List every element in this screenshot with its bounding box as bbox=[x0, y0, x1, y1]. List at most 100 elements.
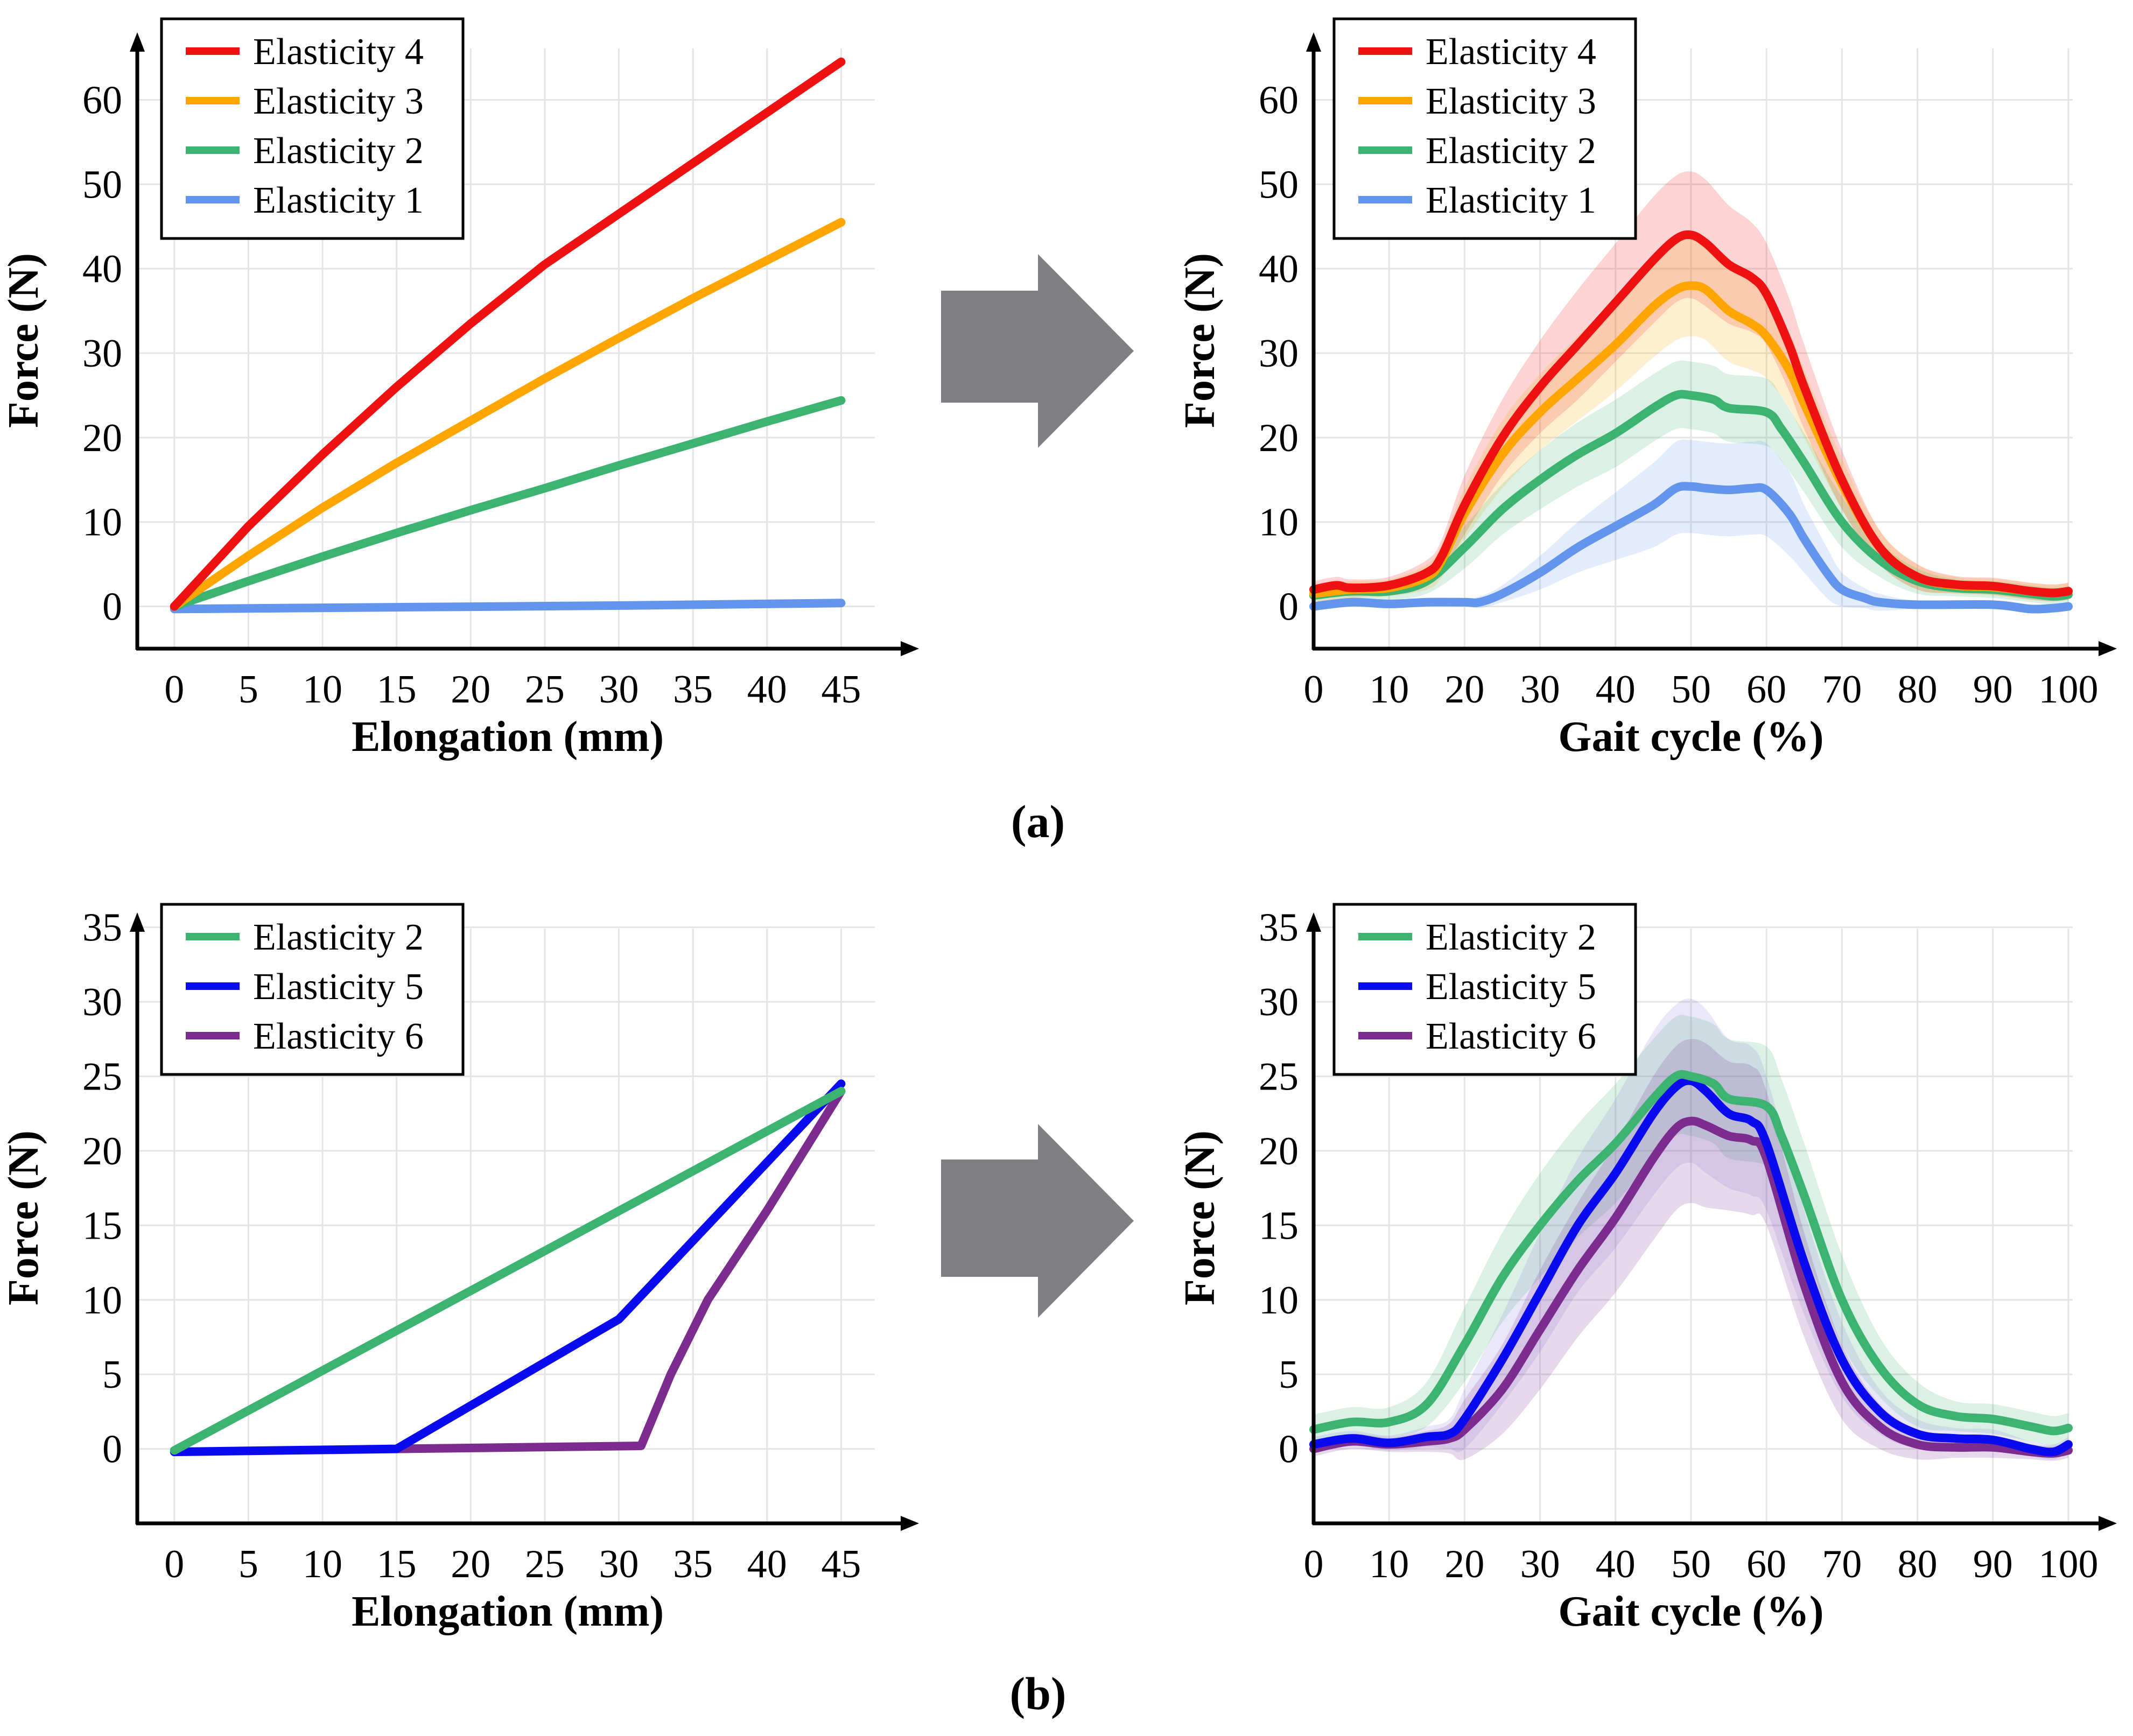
plot-elongation-force-a: 0 5 10 15 20 25 30 35 40 45 0 10 20 30 40 50 60 Elongatio… bbox=[0, 17, 919, 761]
series-line-elasticity-4 bbox=[1309, 230, 2073, 598]
x-tick-label: 20 bbox=[451, 1542, 490, 1586]
y-axis-arrow-icon bbox=[130, 912, 145, 932]
series-line-elasticity-5 bbox=[1309, 1076, 2073, 1457]
x-tick-label: 15 bbox=[377, 667, 417, 712]
y-tick-label: 25 bbox=[82, 1055, 122, 1099]
series-band-elasticity-3 bbox=[1314, 235, 2068, 602]
x-tick-label: 20 bbox=[451, 667, 490, 712]
x-tick-label: 50 bbox=[1671, 667, 1711, 712]
x-tick-label: 0 bbox=[164, 667, 184, 712]
y-tick-label: 20 bbox=[1259, 1129, 1299, 1173]
x-tick-label: 10 bbox=[303, 667, 342, 712]
series-line-elasticity-2 bbox=[1309, 1070, 2073, 1436]
y-tick-label: 10 bbox=[1259, 501, 1299, 545]
legend-label: Elasticity 4 bbox=[1426, 31, 1596, 73]
x-tick-label: 50 bbox=[1671, 1542, 1711, 1586]
x-tick-label: 30 bbox=[1520, 667, 1560, 712]
y-tick-label: 60 bbox=[82, 78, 122, 122]
x-tick-label: 10 bbox=[303, 1542, 342, 1586]
series-line-elasticity-6 bbox=[392, 1087, 846, 1453]
series-band-elasticity-1 bbox=[1314, 439, 2068, 614]
y-tick-label: 40 bbox=[82, 247, 122, 291]
x-tick-label: 70 bbox=[1822, 1542, 1862, 1586]
x-tick-label: 5 bbox=[238, 1542, 258, 1586]
legend-label: Elasticity 2 bbox=[1426, 130, 1596, 172]
legend-label: Elasticity 6 bbox=[1426, 1016, 1596, 1057]
y-tick-label: 15 bbox=[1259, 1204, 1299, 1248]
y-tick-label: 30 bbox=[1259, 332, 1299, 376]
x-axis-label: Gait cycle (%) bbox=[1558, 713, 1823, 761]
y-tick-label: 30 bbox=[82, 332, 122, 376]
y-tick-label: 0 bbox=[1279, 585, 1299, 629]
x-tick-label: 40 bbox=[1596, 1542, 1636, 1586]
x-axis-label: Elongation (mm) bbox=[352, 1588, 664, 1635]
legend-label: Elasticity 5 bbox=[1426, 966, 1596, 1008]
x-tick-label: 35 bbox=[673, 667, 713, 712]
y-axis-label: Force (N) bbox=[0, 253, 47, 428]
y-tick-label: 15 bbox=[82, 1204, 122, 1248]
x-tick-label: 20 bbox=[1444, 1542, 1484, 1586]
legend-label: Elasticity 2 bbox=[253, 917, 424, 958]
x-tick-label: 30 bbox=[1520, 1542, 1560, 1586]
x-tick-label: 10 bbox=[1369, 667, 1409, 712]
x-tick-label: 40 bbox=[747, 667, 787, 712]
series-line-elasticity-1 bbox=[170, 599, 846, 614]
right-arrow-icon bbox=[941, 254, 1134, 448]
series-line-elasticity-1 bbox=[1309, 482, 2073, 614]
y-tick-label: 35 bbox=[1259, 906, 1299, 950]
legend-label: Elasticity 1 bbox=[1426, 180, 1596, 221]
x-tick-label: 0 bbox=[164, 1542, 184, 1586]
x-tick-label: 70 bbox=[1822, 667, 1862, 712]
series-line-elasticity-2 bbox=[170, 1087, 846, 1455]
legend-label: Elasticity 3 bbox=[253, 81, 424, 122]
panel-label-b: (b) bbox=[1009, 1668, 1066, 1719]
y-tick-label: 10 bbox=[82, 501, 122, 545]
y-axis-label: Force (N) bbox=[1176, 253, 1224, 428]
x-tick-label: 90 bbox=[1973, 1542, 2013, 1586]
legend-label: Elasticity 2 bbox=[1426, 917, 1596, 958]
x-tick-label: 60 bbox=[1746, 1542, 1786, 1586]
y-tick-label: 20 bbox=[82, 1129, 122, 1173]
series-line-elasticity-5 bbox=[170, 1079, 846, 1457]
y-tick-label: 5 bbox=[102, 1353, 122, 1397]
plot-gait-force-b: 0 10 20 30 40 50 60 70 80 90 100 0 5 10 15 20 25 30 35 Gait… bbox=[1176, 903, 2117, 1635]
panel-label-a: (a) bbox=[1011, 796, 1065, 847]
x-tick-label: 45 bbox=[821, 1542, 861, 1586]
x-axis-arrow-icon bbox=[901, 1516, 919, 1531]
right-arrow-icon bbox=[941, 1124, 1134, 1318]
y-tick-label: 30 bbox=[1259, 980, 1299, 1024]
y-tick-label: 35 bbox=[82, 906, 122, 950]
y-tick-label: 0 bbox=[102, 1428, 122, 1472]
x-tick-label: 5 bbox=[238, 667, 258, 712]
x-tick-label: 0 bbox=[1304, 1542, 1324, 1586]
x-tick-label: 40 bbox=[1596, 667, 1636, 712]
legend-label: Elasticity 5 bbox=[253, 966, 424, 1008]
y-tick-label: 10 bbox=[1259, 1278, 1299, 1323]
y-tick-label: 40 bbox=[1259, 247, 1299, 291]
y-tick-label: 0 bbox=[102, 585, 122, 629]
y-tick-label: 5 bbox=[1279, 1353, 1299, 1397]
legend-label: Elasticity 4 bbox=[253, 31, 424, 73]
x-tick-label: 10 bbox=[1369, 1542, 1409, 1586]
plot-elongation-force-b: 0 5 10 15 20 25 30 35 40 4505101520253035Elongati… bbox=[0, 903, 919, 1635]
x-tick-label: 90 bbox=[1973, 667, 2013, 712]
y-tick-label: 60 bbox=[1259, 78, 1299, 122]
x-tick-label: 30 bbox=[599, 1542, 639, 1586]
series-line-elasticity-3 bbox=[170, 217, 846, 611]
series-band-elasticity-4 bbox=[1314, 171, 2068, 602]
y-axis-arrow-icon bbox=[130, 32, 145, 52]
x-tick-label: 35 bbox=[673, 1542, 713, 1586]
x-tick-label: 25 bbox=[525, 667, 565, 712]
series-band-elasticity-5 bbox=[1314, 999, 2068, 1460]
y-tick-label: 50 bbox=[82, 163, 122, 207]
x-tick-label: 100 bbox=[2038, 667, 2098, 712]
y-axis-label: Force (N) bbox=[0, 1130, 47, 1305]
x-tick-label: 0 bbox=[1304, 667, 1324, 712]
y-tick-label: 50 bbox=[1259, 163, 1299, 207]
x-tick-label: 15 bbox=[377, 1542, 417, 1586]
y-tick-label: 20 bbox=[1259, 416, 1299, 460]
y-tick-label: 0 bbox=[1279, 1428, 1299, 1472]
series-line-elasticity-4 bbox=[170, 57, 846, 611]
y-axis-arrow-icon bbox=[1306, 32, 1321, 52]
